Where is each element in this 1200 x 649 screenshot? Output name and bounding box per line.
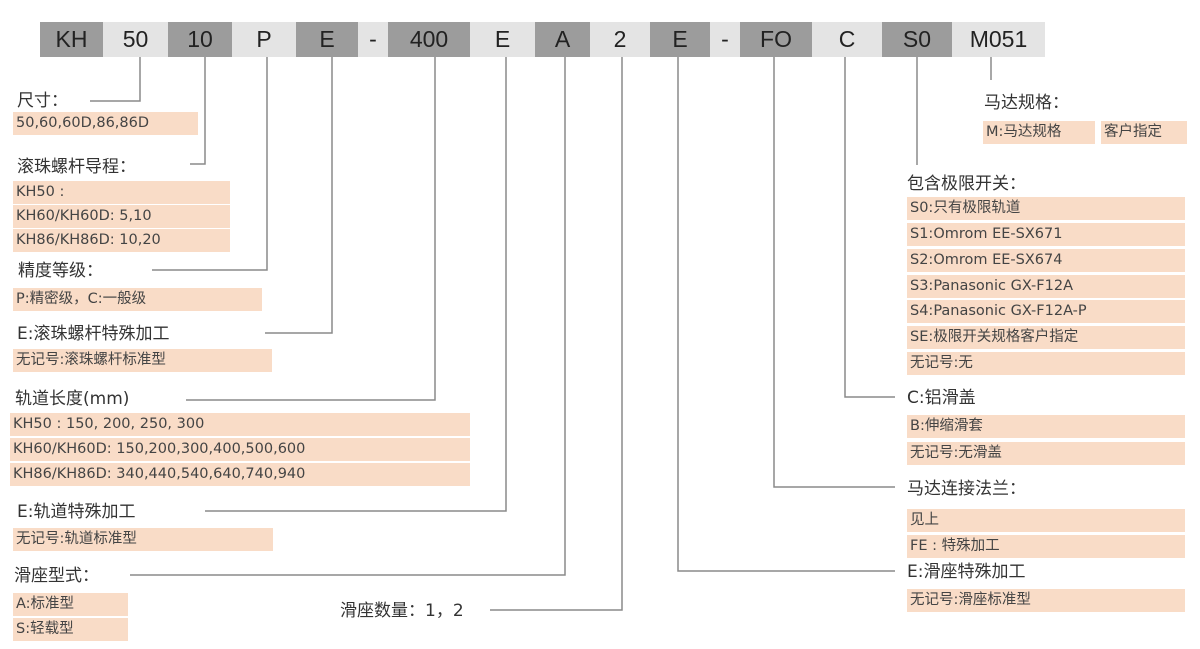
code-segment-slider-special: E	[650, 22, 710, 57]
flange-label: 马达连接法兰：	[907, 479, 1026, 499]
leader-rail-special	[205, 57, 507, 512]
slider-count-label: 滑座数量：1，2	[340, 601, 464, 621]
motor-spec-row: 客户指定	[1101, 121, 1187, 144]
code-segment-screw-special: E	[296, 22, 358, 57]
slider-type-row: A:标准型	[13, 593, 128, 616]
leader-precision	[152, 57, 268, 271]
cover-label: C:铝滑盖	[907, 388, 976, 408]
motor-spec-label: 马达规格：	[984, 93, 1069, 113]
rail-length-row: KH60/KH60D: 150,200,300,400,500,600	[10, 438, 470, 461]
code-separator: -	[710, 22, 740, 57]
limit-switch-row: 无记号:无	[907, 352, 1185, 375]
limit-switch-row: SE:极限开关规格客户指定	[907, 326, 1185, 349]
cover-row: B:伸缩滑套	[907, 415, 1185, 438]
limit-switch-row: S3:Panasonic GX-F12A	[907, 275, 1185, 298]
code-segment-rail-special: E	[470, 22, 535, 57]
slider-type-label: 滑座型式：	[14, 566, 99, 586]
slider-type-row: S:轻载型	[13, 618, 128, 641]
leader-screw-special	[265, 57, 333, 334]
rail-special-label: E:轨道特殊加工	[17, 502, 136, 522]
screw-special-label: E:滚珠螺杆特殊加工	[17, 324, 170, 344]
limit-switch-row: S0:只有极限轨道	[907, 197, 1185, 220]
lead-label: 滚珠螺杆导程：	[17, 157, 136, 177]
screw-special-row: 无记号:滚珠螺杆标准型	[13, 349, 272, 372]
leader-slider-type	[130, 57, 566, 576]
leader-lead	[190, 57, 206, 165]
code-segment-slider-type: A	[535, 22, 590, 57]
motor-spec-row: M:马达规格	[983, 121, 1095, 144]
limit-switch-row: S2:Omrom EE-SX674	[907, 249, 1185, 272]
code-segment-slider-count: 2	[590, 22, 650, 57]
size-row: 50,60,60D,86,86D	[13, 112, 198, 135]
code-segment-flange: FO	[740, 22, 812, 57]
code-segment-size: 50	[103, 22, 168, 57]
precision-row: P:精密级，C:一般级	[13, 288, 262, 311]
limit-switch-row: S4:Panasonic GX-F12A-P	[907, 300, 1185, 323]
limit-switch-label: 包含极限开关：	[907, 174, 1026, 194]
rail-length-row: KH50 : 150, 200, 250, 300	[10, 413, 470, 436]
lead-row: KH50 :	[13, 181, 230, 204]
lead-row: KH60/KH60D: 5,10	[13, 205, 230, 228]
code-separator: -	[358, 22, 388, 57]
code-segment-limit-switch: S0	[882, 22, 952, 57]
rail-special-row: 无记号:轨道标准型	[13, 528, 273, 551]
code-segment-lead: 10	[168, 22, 232, 57]
rail-length-label: 轨道长度(mm)	[15, 389, 130, 409]
lead-row: KH86/KH86D: 10,20	[13, 229, 230, 252]
leader-cover	[844, 57, 895, 398]
flange-row: FE : 特殊加工	[907, 535, 1185, 558]
leader-size	[90, 57, 141, 102]
leader-slider-count	[490, 57, 623, 611]
precision-label: 精度等级：	[18, 261, 103, 281]
slider-special-label: E:滑座特殊加工	[907, 562, 1026, 582]
leader-flange	[773, 57, 895, 488]
code-segment-rail-length: 400	[388, 22, 470, 57]
leader-slider-special	[677, 57, 895, 572]
rail-length-row: KH86/KH86D: 340,440,540,640,740,940	[10, 463, 470, 486]
code-segment-cover: C	[812, 22, 882, 57]
code-segment-precision: P	[232, 22, 296, 57]
limit-switch-row: S1:Omrom EE-SX671	[907, 223, 1185, 246]
size-label: 尺寸：	[17, 91, 68, 111]
code-segment-series: KH	[40, 22, 103, 57]
code-segment-motor: M051	[952, 22, 1045, 57]
cover-row: 无记号:无滑盖	[907, 442, 1185, 465]
leader-rail-length	[186, 57, 436, 401]
slider-special-row: 无记号:滑座标准型	[907, 589, 1185, 612]
flange-row: 见上	[907, 509, 1185, 532]
